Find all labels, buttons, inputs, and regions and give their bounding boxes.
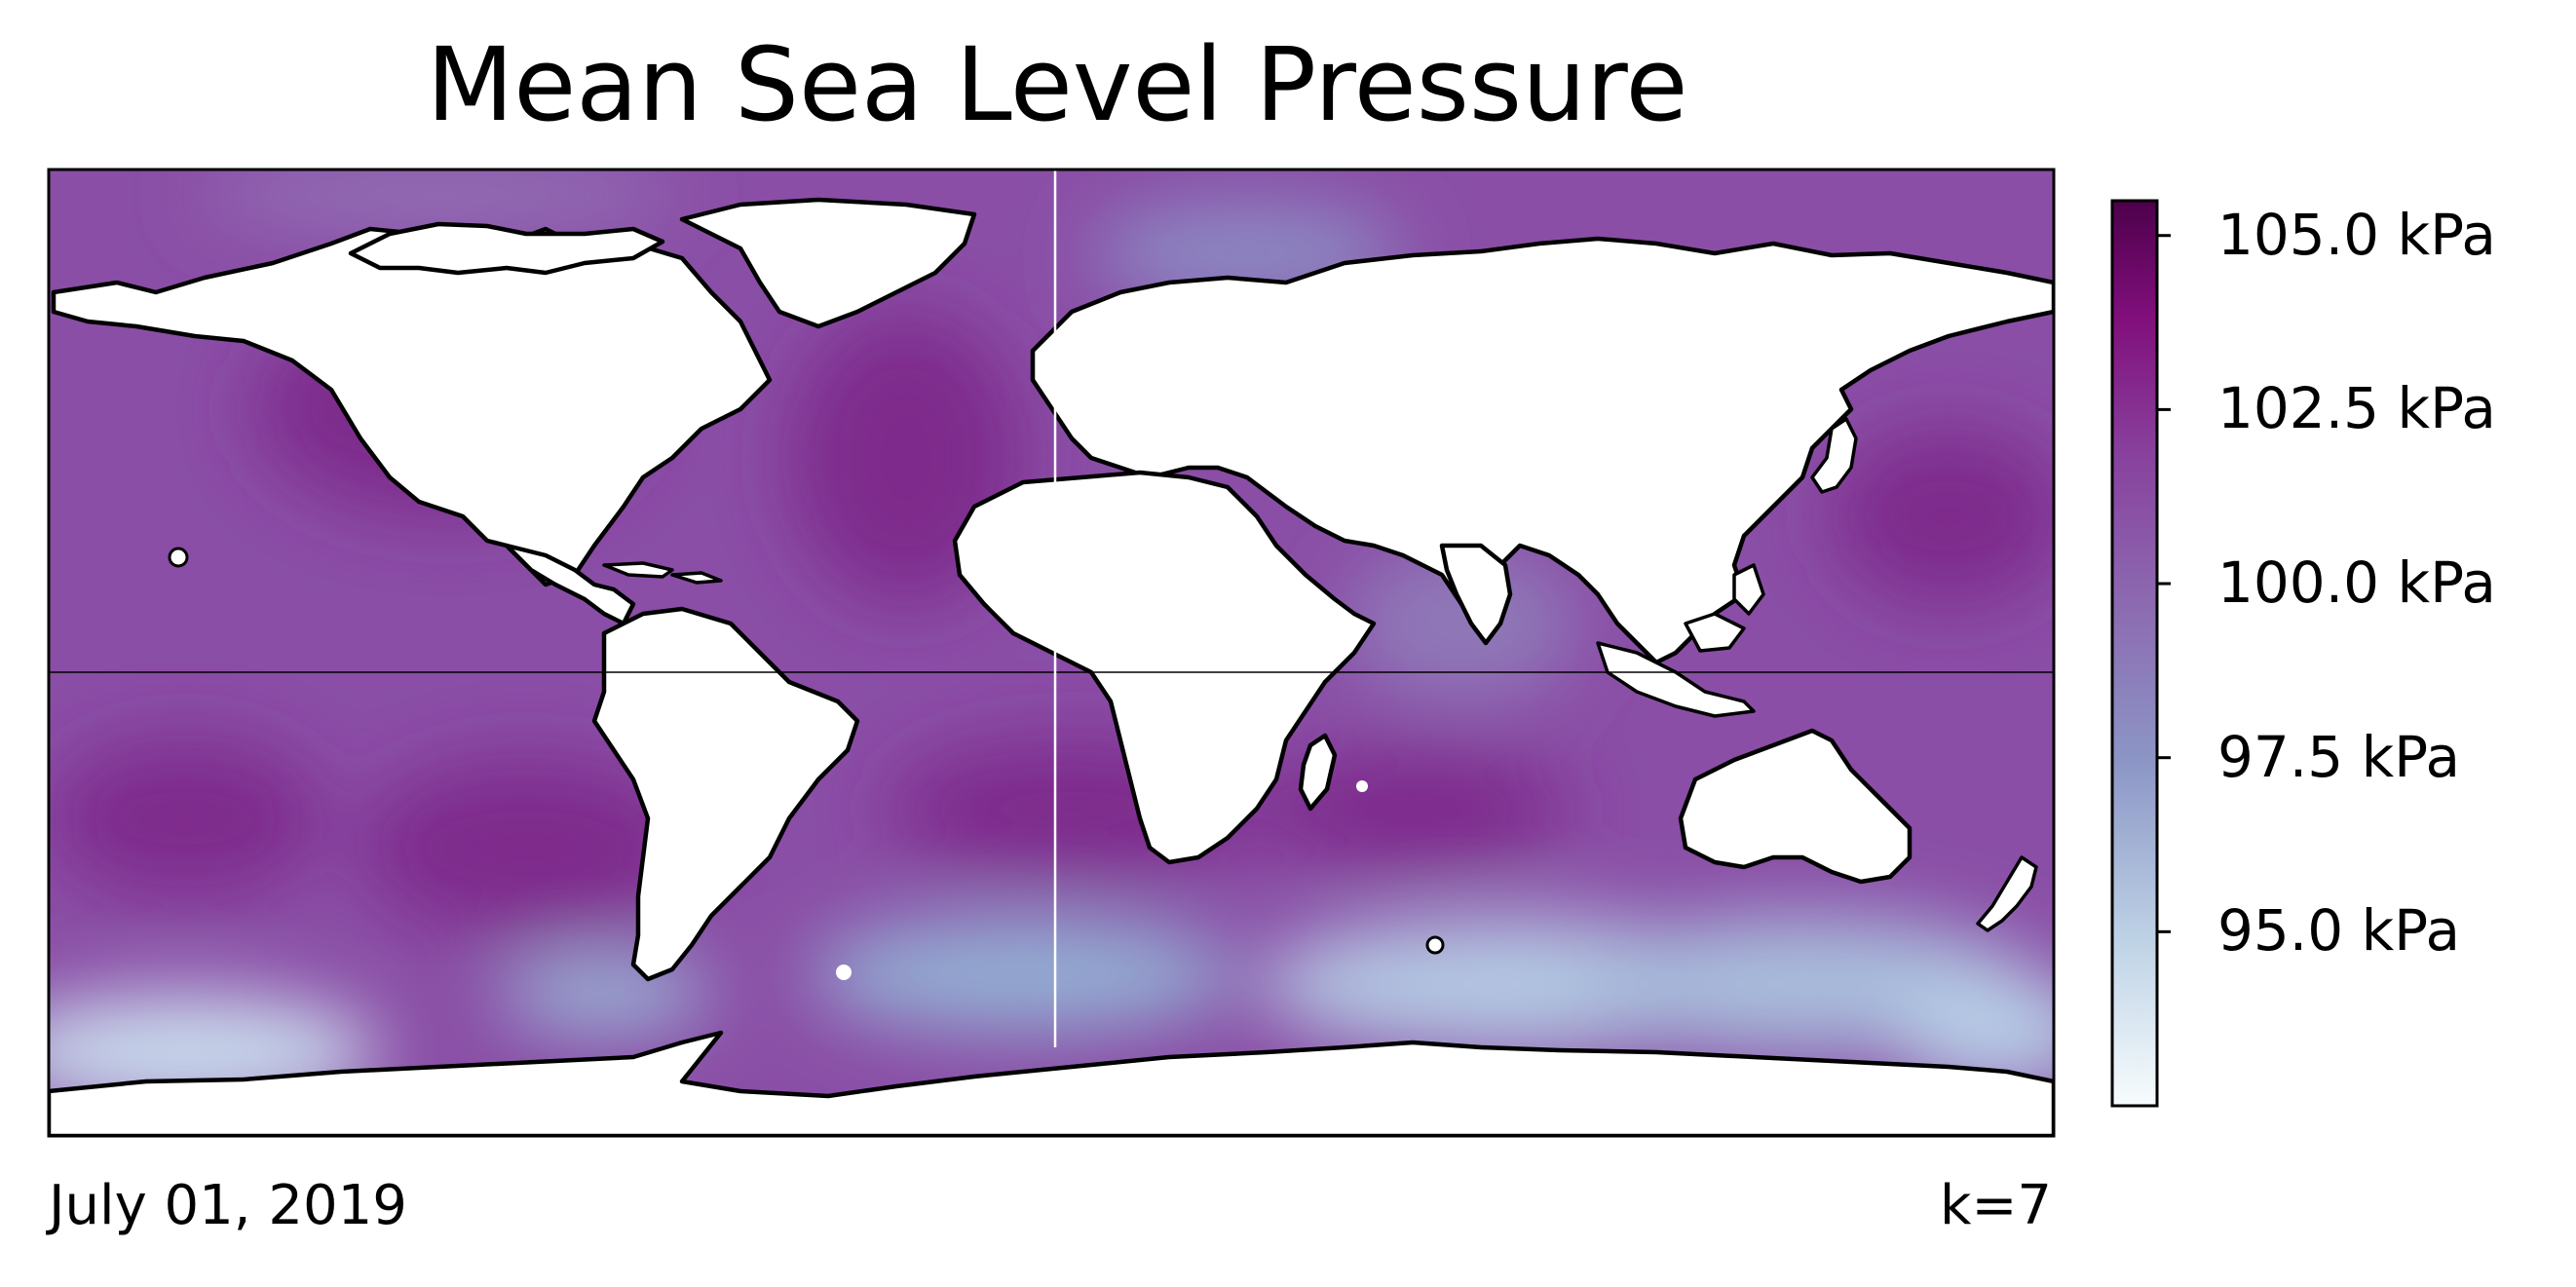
colorbar-tick-label: 95.0 kPa [2217,897,2461,965]
central-america [504,543,636,626]
antarctica [49,1030,2054,1136]
colorbar-gradient [2110,199,2159,1108]
colorbar-tick-label: 97.5 kPa [2217,723,2461,790]
madagascar [1298,733,1338,812]
southern-ocean-island [1425,935,1445,955]
indonesia [1596,563,1765,718]
africa [952,470,1377,865]
mascarene-island [1356,780,1368,792]
greenland [679,197,977,329]
eurasia [1030,236,2054,665]
map-frame [47,168,2056,1138]
caribbean-islands [602,561,723,585]
colorbar-tick-label: 102.5 kPa [2217,375,2496,442]
land [49,197,2054,1136]
new-zealand [1976,855,2038,932]
japan [1810,417,1858,494]
map-area [49,170,2054,1136]
colorbar-tick-label: 100.0 kPa [2217,549,2496,617]
south-america [591,606,860,982]
india [1439,543,1513,646]
hawaii-island [168,547,189,568]
colorbar [2110,199,2171,1108]
colorbar-ticks [2157,234,2171,933]
australia [1678,728,1913,885]
chart-title: Mean Sea Level Pressure [426,25,1688,144]
arctic-islands [348,221,665,276]
k-label: k=7 [1940,1174,2052,1237]
date-label: July 01, 2019 [49,1174,407,1237]
colorbar-tick-label: 105.0 kPa [2217,201,2496,268]
south-atlantic-island [836,965,852,980]
